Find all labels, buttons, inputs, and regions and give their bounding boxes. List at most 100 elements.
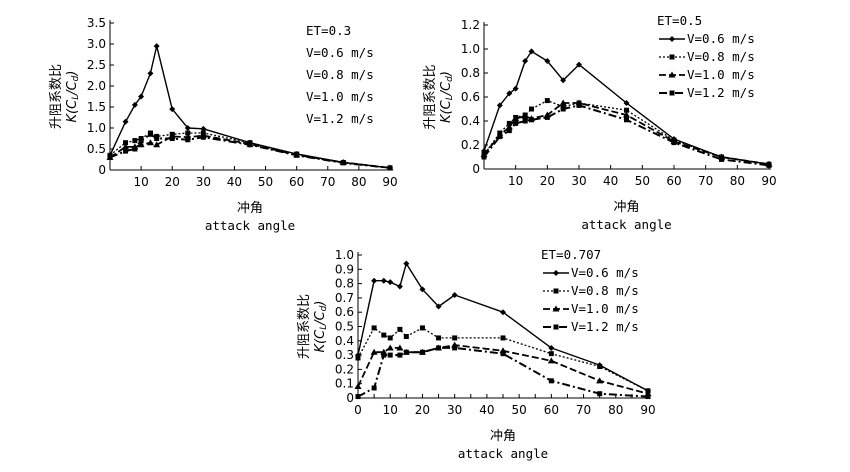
data-point [500, 309, 506, 316]
data-point [387, 352, 393, 358]
data-point [397, 352, 403, 358]
chart-3: 00.10.20.30.40.50.60.70.80.91.0 0 10 20 30 40… [297, 247, 656, 461]
x-tick-label: 20 [540, 174, 555, 188]
y-axis-label: 升阻系数比 K(CL/Cd) [49, 64, 81, 129]
data-point [131, 101, 138, 108]
x-axis-label-en: attack angle [205, 218, 295, 233]
data-point [512, 85, 519, 92]
data-point [623, 111, 630, 118]
data-point [370, 348, 378, 355]
data-point [576, 102, 582, 108]
data-point [452, 335, 458, 341]
y-tick-label: 0.5 [335, 320, 354, 334]
data-point [396, 344, 404, 351]
data-point [451, 292, 458, 299]
data-point [419, 349, 425, 355]
y-axis-label-symbol: K(CL/Cd) [313, 301, 329, 353]
x-tick-label: 50 [511, 403, 526, 417]
y-tick-label: 3.5 [87, 16, 106, 30]
data-point [529, 117, 534, 123]
annotation-et: ET=0.5 [657, 13, 702, 28]
x-tick-label: 70 [576, 403, 591, 417]
data-point [122, 118, 129, 125]
x-axis-label-en: attack angle [581, 217, 671, 232]
data-point [153, 43, 160, 50]
y-tick-label: 0.7 [335, 291, 354, 305]
data-point [169, 106, 176, 113]
data-point [645, 394, 651, 400]
legend-label: V=1.0 m/s [687, 67, 755, 82]
data-point [355, 355, 361, 361]
data-point [386, 344, 394, 351]
data-point [522, 118, 528, 124]
x-tick-label: 10 [508, 174, 523, 188]
data-point [529, 106, 534, 112]
x-tick-label: 30 [571, 174, 586, 188]
data-point [185, 130, 191, 136]
x-tick-label: 80 [351, 175, 366, 189]
series-line [109, 45, 391, 169]
data-point [380, 277, 387, 284]
x-axis-label-cn: 冲角 [490, 429, 516, 444]
symbol-part: ) [439, 71, 454, 77]
data-point [500, 351, 506, 357]
data-point [403, 334, 409, 340]
y-axis-label-cn: 升阻系数比 [297, 294, 312, 359]
legend-marker [553, 324, 559, 330]
legend-marker [553, 270, 559, 276]
symbol-part: ) [313, 301, 328, 307]
y-tick-label: 0.8 [461, 66, 480, 80]
data-point [185, 137, 191, 143]
data-point [435, 303, 442, 310]
x-tick-label: 50 [635, 174, 650, 188]
y-tick-label: 0.4 [335, 334, 354, 348]
y-axis-label-cn: 升阻系数比 [423, 64, 438, 129]
data-point [294, 152, 300, 158]
legend-label: V=0.6 m/s [571, 265, 639, 280]
x-tick-label: 30 [196, 175, 211, 189]
data-point [371, 385, 377, 391]
legend-label: V=0.6 m/s [687, 31, 755, 46]
series-1 [107, 43, 393, 171]
data-point [560, 77, 567, 84]
y-tick-label: 1.0 [461, 42, 480, 56]
symbol-part: K(C [313, 329, 328, 353]
legend-marker [669, 36, 675, 42]
data-point [522, 58, 529, 64]
data-point [452, 345, 458, 351]
data-point [521, 112, 529, 119]
data-point [200, 134, 206, 140]
y-axis-label-symbol: K(CL/Cd) [65, 71, 81, 123]
data-point [154, 136, 160, 141]
data-point [169, 136, 175, 141]
x-tick-label: 10 [133, 175, 148, 189]
y-tick-label: 1.5 [87, 100, 106, 114]
data-point [107, 154, 113, 160]
symbol-part: ) [65, 71, 80, 77]
symbol-part: K(C [65, 99, 80, 123]
data-point [576, 61, 582, 68]
symbol-sub: L [71, 95, 81, 100]
data-point [184, 125, 191, 131]
symbol-sub: L [445, 95, 455, 100]
y-tick-label: 2.0 [87, 79, 106, 93]
x-axis-label-cn: 冲角 [613, 200, 639, 215]
data-point [371, 277, 378, 284]
x-tick-label: 50 [258, 175, 273, 189]
data-point [481, 154, 487, 160]
legend-marker [552, 305, 560, 312]
data-point [436, 345, 442, 351]
data-point [123, 148, 129, 154]
x-tick-label: 40 [603, 174, 618, 188]
data-point [560, 106, 566, 112]
data-point [132, 146, 138, 152]
data-point [340, 160, 346, 166]
legend-marker [668, 71, 676, 78]
x-tick-label: 70 [320, 175, 335, 189]
data-point [623, 100, 630, 106]
data-point [671, 140, 677, 146]
series-4 [355, 345, 651, 400]
data-point [496, 102, 503, 109]
legend-label: V=1.0 m/s [571, 301, 639, 316]
legend-marker [669, 54, 675, 60]
